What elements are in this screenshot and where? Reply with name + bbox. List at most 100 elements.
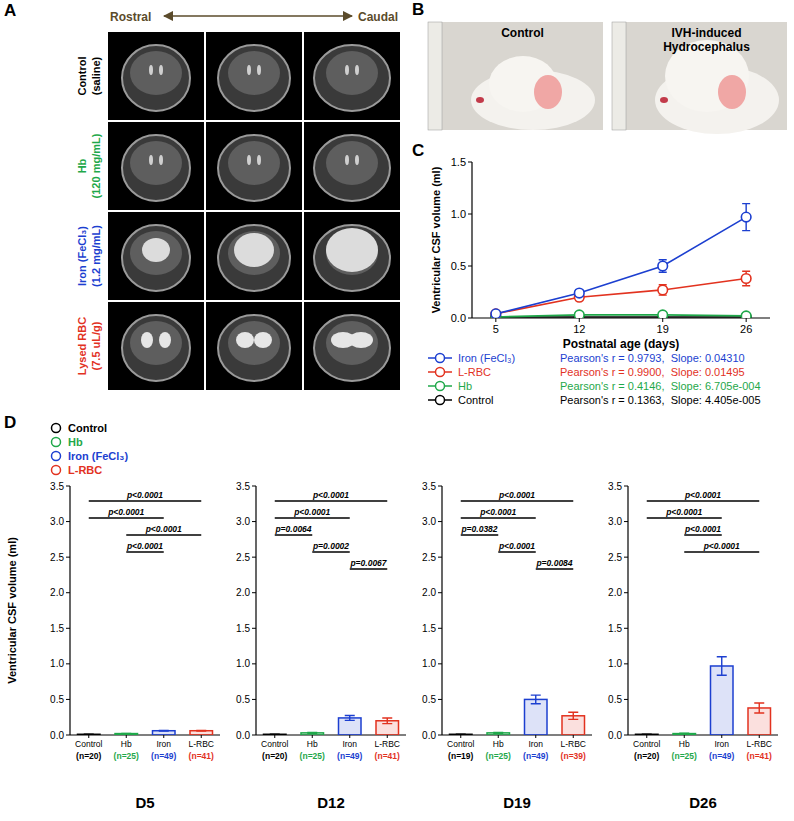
y-tick-label: 3.5 (236, 481, 250, 492)
y-tick-label: 2.5 (608, 552, 622, 563)
p-value: p<0.0001 (703, 541, 740, 551)
comparison-bracket (536, 568, 574, 569)
marker (574, 310, 584, 318)
mri-ventricle (247, 155, 251, 165)
y-tick (66, 735, 70, 736)
p-value: p<0.0001 (498, 490, 535, 500)
x-tick-label: L-RBC (560, 739, 586, 749)
mri-ventricle (355, 65, 359, 75)
y-tick-label: 1.5 (236, 623, 250, 634)
y-tick-label: 1.5 (422, 623, 436, 634)
comparison-bracket (126, 551, 164, 552)
mri-head (218, 315, 290, 381)
label-line: Control (501, 26, 544, 40)
n-label: (n=49) (151, 751, 176, 761)
n-label: (n=41) (375, 751, 400, 761)
legend-label: Iron (FeCl₃) (68, 450, 128, 462)
panel-title: D19 (503, 794, 531, 811)
y-tick (66, 592, 70, 593)
panel-letter: D (4, 413, 16, 432)
error-bar (754, 703, 764, 713)
marker (491, 309, 501, 318)
photo-title: IVH-inducedHydrocephalus (663, 26, 750, 54)
error-bar (717, 657, 727, 675)
p-value: p<0.0001 (684, 490, 721, 500)
x-tick (535, 735, 536, 738)
y-tick-label: 0.5 (608, 694, 622, 705)
x-tick-label: Control (75, 739, 103, 749)
x-tick-label: Control (261, 739, 289, 749)
y-tick (624, 628, 628, 629)
legend-label: Hb (458, 380, 472, 392)
n-label: (n=20) (76, 751, 101, 761)
mri-ventricle (257, 155, 261, 165)
mri-ventricle (141, 332, 153, 348)
y-tick-label: 1.5 (608, 623, 622, 634)
y-tick (468, 318, 472, 319)
x-tick-label: Hb (679, 739, 690, 749)
row-label: Iron (FeCl₃) (76, 226, 88, 286)
legend-marker (52, 424, 61, 433)
mri-head (218, 45, 290, 111)
x-tick-label: Control (447, 739, 475, 749)
p-value: p<0.0001 (684, 524, 721, 534)
mri-image (304, 302, 400, 390)
error-bar (642, 733, 652, 735)
stats-label: Pearson's r = 0.1363, Slope: 4.405e-005 (560, 394, 761, 406)
row-label: (saline) (90, 56, 102, 95)
y-tick-label: 2.5 (422, 552, 436, 563)
n-label: (n=41) (747, 751, 772, 761)
photo-ear (534, 75, 562, 109)
legend-label: L-RBC (458, 366, 491, 378)
mri-image (108, 122, 204, 210)
mri-head (122, 135, 190, 201)
y-tick (438, 663, 442, 664)
error-bar (121, 733, 131, 735)
legend-label: Iron (FeCl₃) (458, 352, 515, 364)
p-value: p<0.0001 (479, 507, 516, 517)
mri-ventricle (254, 332, 272, 348)
mri-image (206, 122, 302, 210)
bar (636, 734, 659, 735)
y-tick (468, 162, 472, 163)
y-tick-label: 1.0 (236, 658, 250, 669)
p-value: p=0.0382 (460, 524, 497, 534)
y-tick-label: 0.5 (451, 260, 466, 272)
x-tick-label: 12 (573, 323, 585, 335)
x-tick (662, 318, 663, 322)
y-tick (252, 521, 256, 522)
y-tick-label: 3.0 (422, 516, 436, 527)
mri-head (314, 135, 390, 201)
stats-label: Pearson's r = 0.9793, Slope: 0.04310 (560, 352, 745, 364)
y-tick-label: 1.5 (451, 156, 466, 168)
bar (673, 734, 696, 735)
y-tick-label: 0.5 (236, 694, 250, 705)
mri-ventricle (257, 65, 261, 75)
photo (428, 22, 603, 130)
direction-label: Rostral (110, 10, 151, 24)
y-tick-label: 0.0 (236, 730, 250, 741)
mri-head (122, 225, 190, 291)
y-tick (66, 521, 70, 522)
n-label: (n=25) (486, 751, 511, 761)
legend-marker (436, 382, 445, 391)
y-tick (66, 663, 70, 664)
comparison-bracket (126, 534, 201, 535)
row-label: Lysed RBC (76, 317, 88, 375)
error-bar (679, 733, 689, 735)
n-label: (n=25) (672, 751, 697, 761)
x-tick (126, 735, 127, 738)
y-tick-label: 2.0 (50, 587, 64, 598)
bar (525, 699, 548, 735)
x-tick (88, 735, 89, 738)
x-tick-label: Iron (528, 739, 543, 749)
legend-marker (436, 354, 445, 363)
mri-ventricle (159, 332, 171, 348)
bar (487, 733, 510, 735)
mri-head (314, 315, 390, 381)
legend-label: Control (68, 422, 107, 434)
x-tick (460, 735, 461, 738)
marker (741, 212, 751, 222)
direction-arrow (164, 15, 352, 17)
x-tick-label: 5 (493, 323, 499, 335)
